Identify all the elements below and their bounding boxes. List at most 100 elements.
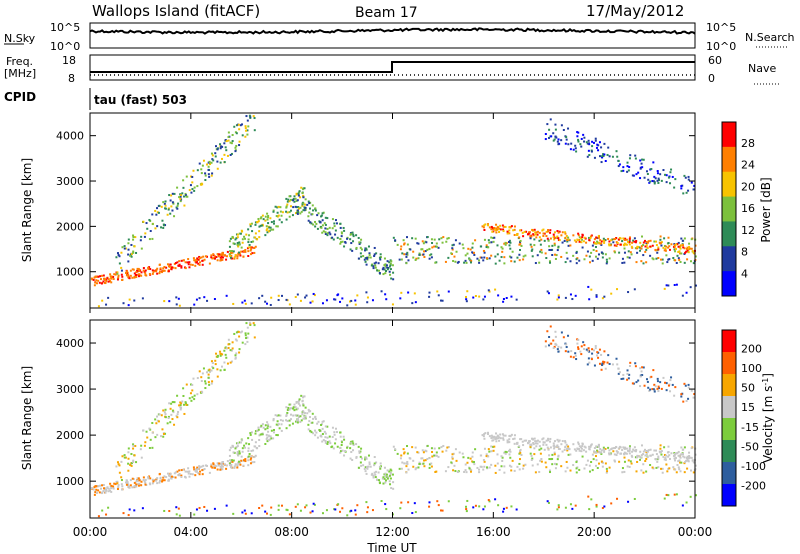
velocity-point [388,470,391,473]
power-point [628,243,631,246]
power-point [608,257,611,260]
velocity-point [626,378,629,381]
velocity-point [216,368,219,371]
velocity-point [333,508,336,511]
velocity-point [642,450,645,453]
power-point [194,264,197,267]
colorbar-swatch [722,484,736,507]
velocity-point [293,403,296,406]
power-point [334,229,337,232]
power-point [176,204,179,207]
power-point [623,247,626,250]
velocity-point [646,450,649,453]
power-point [619,243,622,246]
date-title: 17/May/2012 [586,2,684,20]
velocity-point [612,447,615,450]
velocity-point [294,406,297,409]
power-point [233,125,236,128]
velocity-point [546,330,549,333]
power-point [481,225,484,228]
velocity-point [643,448,646,451]
power-point [185,195,188,198]
power-point [504,225,507,228]
velocity-point [384,481,387,484]
power-point [452,243,455,246]
power-point [210,254,213,257]
power-point [653,240,656,243]
colorbar-tick-label: 200 [741,343,762,356]
velocity-point [236,450,239,453]
power-point [547,229,550,232]
velocity-point [550,458,553,461]
power-point [97,305,100,308]
power-point [378,272,381,275]
velocity-point [191,396,194,399]
velocity-point [487,499,490,502]
power-point [269,226,272,229]
velocity-point [481,434,484,437]
power-point [314,209,317,212]
velocity-point [232,451,235,454]
power-point [550,249,553,252]
velocity-point [257,428,260,431]
power-point [438,238,441,241]
velocity-point [297,402,300,405]
velocity-point [652,388,655,391]
power-point [446,237,449,240]
power-point [581,246,584,249]
velocity-point [552,347,555,350]
power-point [304,208,307,211]
velocity-point [299,404,302,407]
velocity-point [270,437,273,440]
velocity-point [382,476,385,479]
power-point [502,300,505,303]
velocity-point [216,355,219,358]
velocity-point [509,435,512,438]
colorbar-tick-label: -50 [741,440,759,453]
power-point [179,195,182,198]
power-point [567,127,570,130]
power-point [638,246,641,249]
velocity-point [176,470,179,473]
velocity-point [198,473,201,476]
velocity-point [673,452,676,455]
velocity-point [197,472,200,475]
power-point [597,241,600,244]
power-point [371,299,374,302]
power-point [158,204,161,207]
power-point [267,222,270,225]
colorbar-swatch [722,271,736,297]
velocity-point [102,487,105,490]
velocity-point [155,479,158,482]
velocity-point [304,415,307,418]
velocity-point [326,425,329,428]
velocity-point [595,445,598,448]
power-point [533,228,536,231]
velocity-point [183,412,186,415]
velocity-point [569,453,572,456]
power-point [608,244,611,247]
power-point [490,236,493,239]
velocity-point [601,362,604,365]
velocity-point [242,459,245,462]
power-point [433,245,436,248]
power-point [355,246,358,249]
velocity-point [363,467,366,470]
velocity-point [180,469,183,472]
velocity-point [285,413,288,416]
power-point [540,238,543,241]
velocity-point [683,462,686,465]
power-point [331,227,334,230]
velocity-point [567,445,570,448]
power-point [678,258,681,261]
power-point [243,299,246,302]
velocity-point [240,455,243,458]
velocity-point [387,476,390,479]
velocity-point [168,475,171,478]
velocity-point [533,437,536,440]
power-point [334,298,337,301]
velocity-point [554,342,557,345]
velocity-point [249,432,252,435]
power-point [228,245,231,248]
